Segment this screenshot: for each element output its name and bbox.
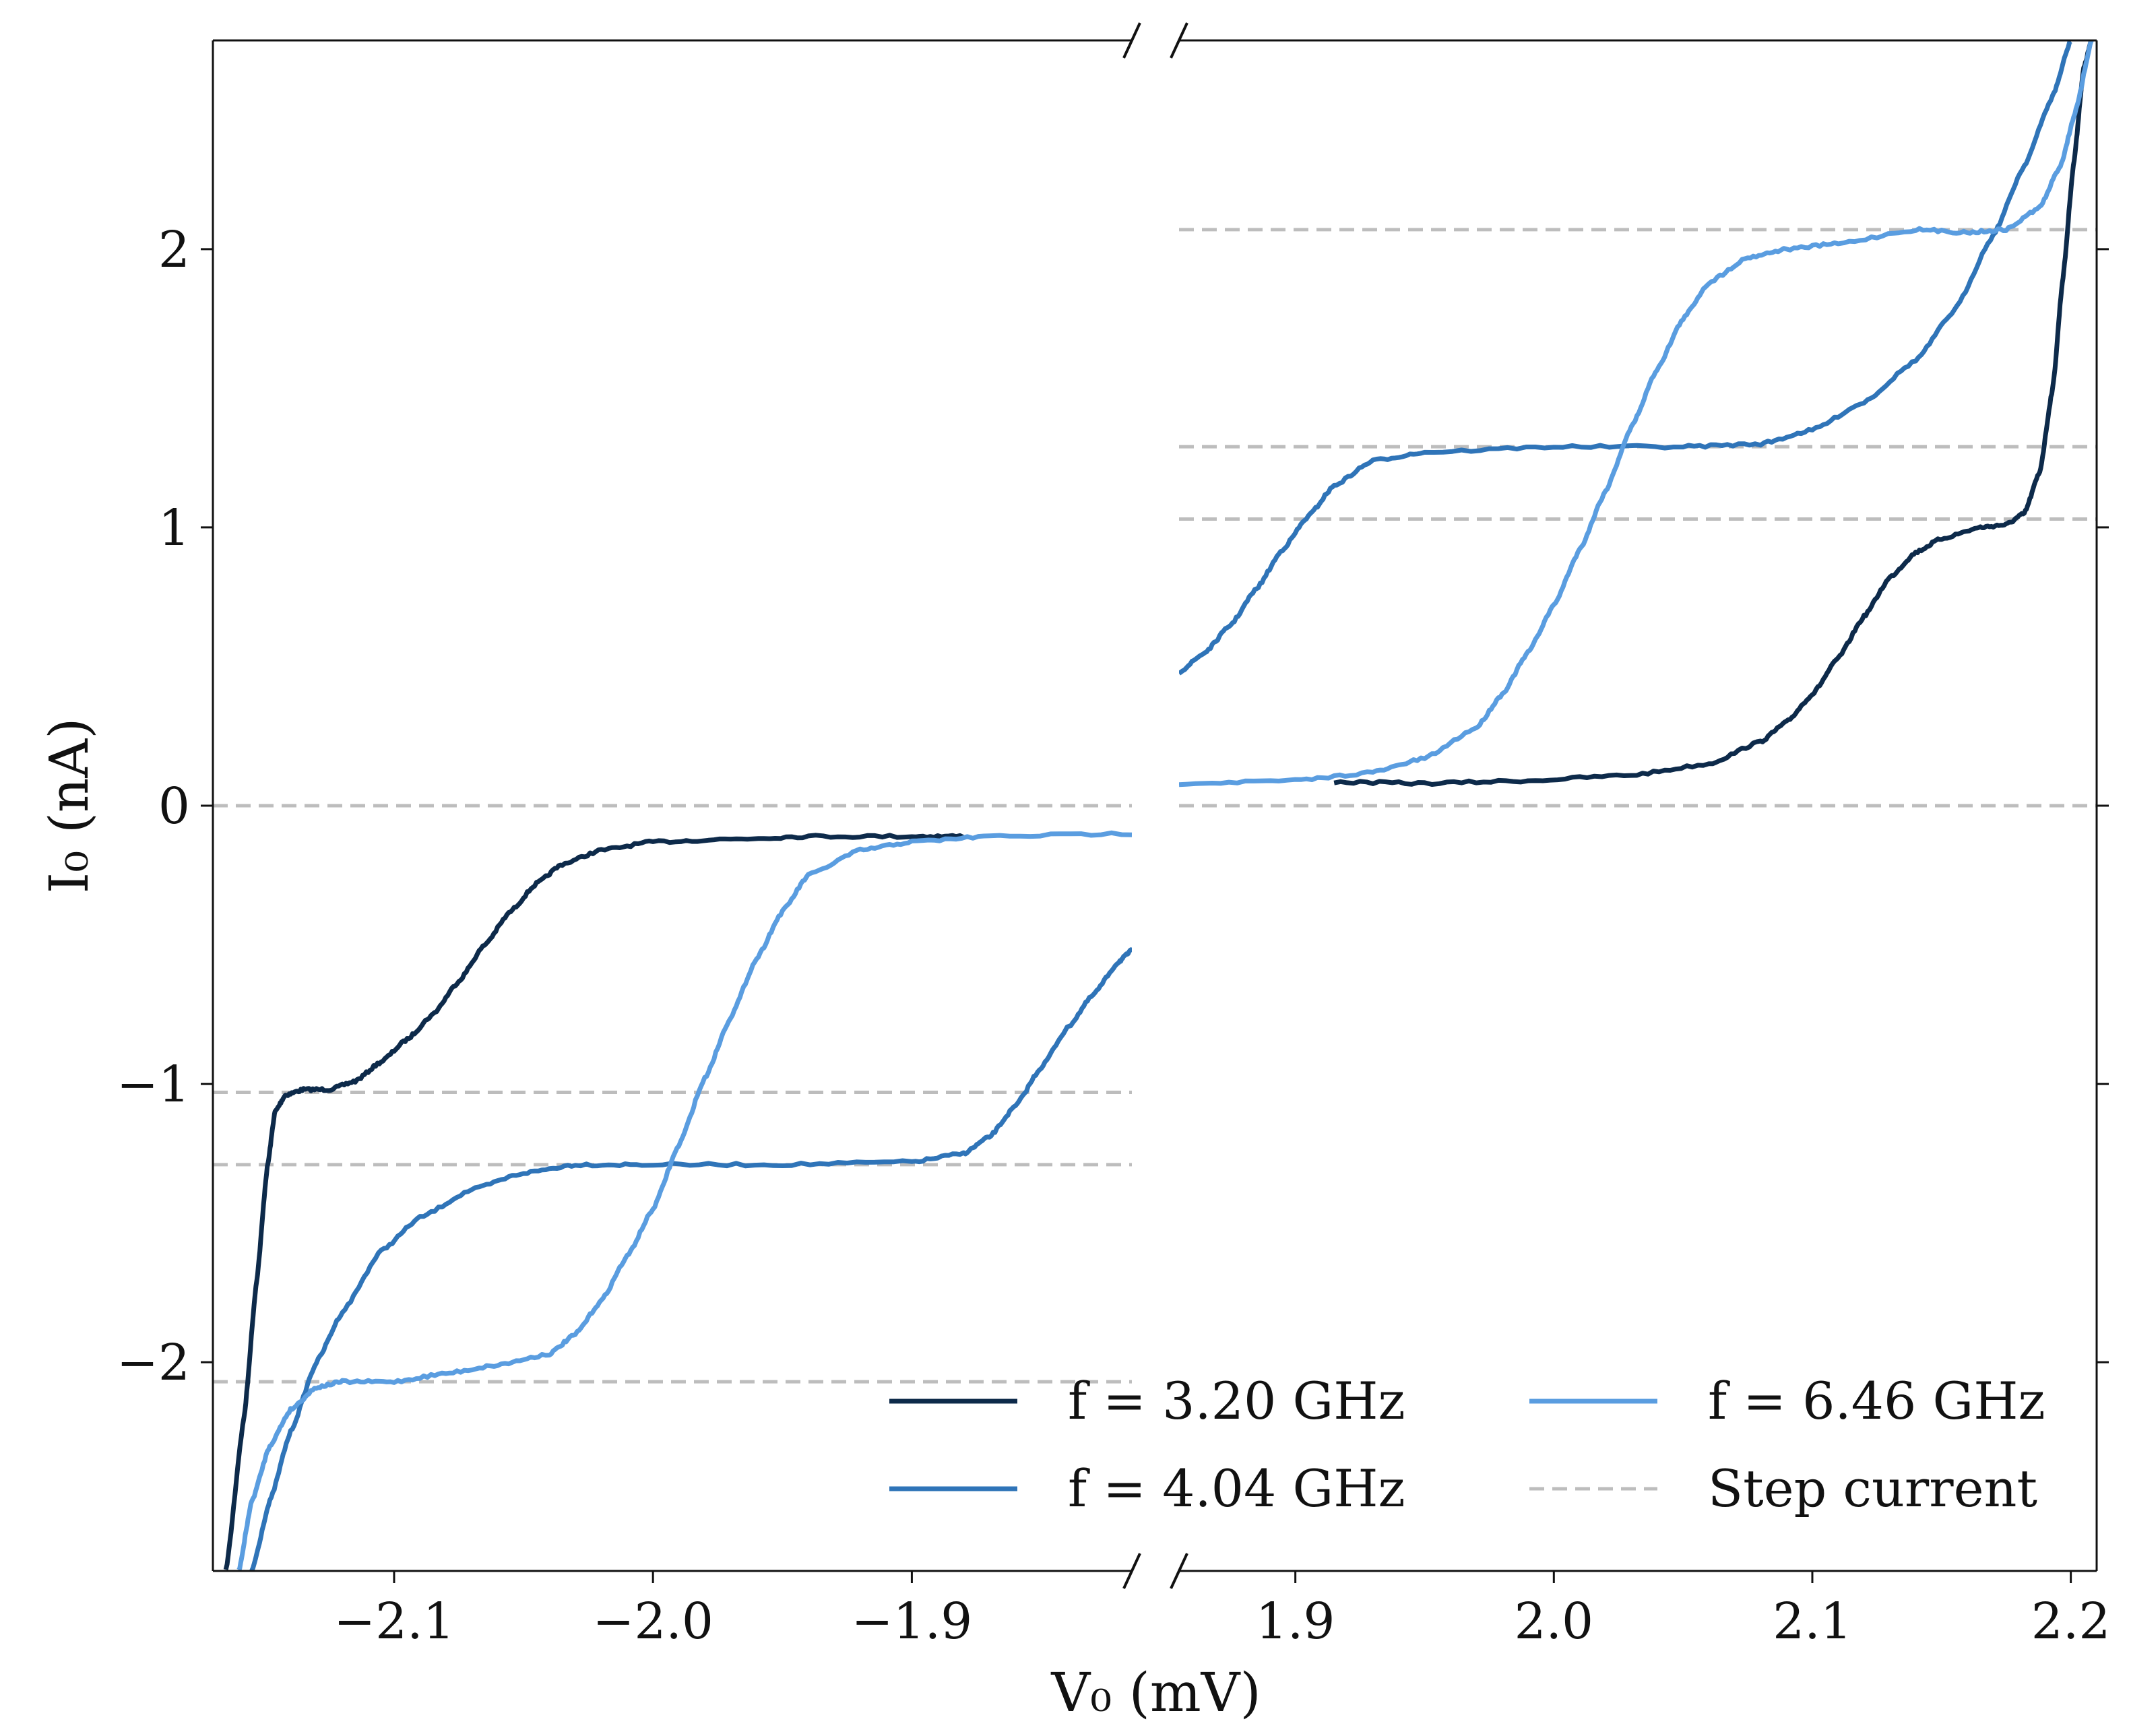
step-current-lines bbox=[213, 228, 2097, 1384]
axis-break-mark bbox=[1122, 1553, 1141, 1589]
series-lines bbox=[223, 40, 2094, 1571]
y-tick-label: −2 bbox=[117, 1334, 190, 1392]
series-line bbox=[1179, 40, 2072, 676]
series-line bbox=[223, 833, 965, 1570]
legend-label: f = 4.04 GHz bbox=[1068, 1458, 1405, 1518]
x-axis-label: V₀ (mV) bbox=[1050, 1661, 1261, 1724]
series-line bbox=[249, 947, 1132, 1571]
series-line bbox=[1333, 40, 2093, 787]
x-tick-label: 2.1 bbox=[1773, 1593, 1852, 1650]
x-tick-label: −2.1 bbox=[333, 1593, 455, 1650]
legend-label: Step current bbox=[1708, 1458, 2037, 1518]
x-tick-label: 2.0 bbox=[1514, 1593, 1593, 1650]
ticks: −2 −1 0 1 2 −2.1 −2.0 −1.9 1.9 2.0 2.1 2.2 bbox=[117, 221, 2111, 1650]
legend-label: f = 6.46 GHz bbox=[1708, 1371, 2045, 1431]
legend-label: f = 3.20 GHz bbox=[1068, 1371, 1405, 1431]
x-tick-label: 1.9 bbox=[1256, 1593, 1335, 1650]
axis-break-mark bbox=[1122, 22, 1141, 59]
y-tick-label: 0 bbox=[158, 777, 190, 835]
axes bbox=[201, 22, 2109, 1589]
y-tick-label: −1 bbox=[117, 1056, 190, 1114]
x-tick-label: −2.0 bbox=[592, 1593, 713, 1650]
legend: f = 3.20 GHz f = 4.04 GHz f = 6.46 GHz Step… bbox=[889, 1371, 2045, 1518]
x-tick-label: 2.2 bbox=[2031, 1593, 2111, 1650]
axis-break-mark bbox=[1170, 22, 1188, 59]
series-line bbox=[236, 830, 1132, 1571]
axis-break-mark bbox=[1170, 1553, 1188, 1589]
y-tick-label: 1 bbox=[158, 499, 190, 557]
y-tick-label: 2 bbox=[158, 221, 190, 279]
y-axis-label: I₀ (nA) bbox=[38, 718, 100, 894]
series-line bbox=[1179, 40, 2094, 787]
x-tick-label: −1.9 bbox=[852, 1593, 973, 1650]
